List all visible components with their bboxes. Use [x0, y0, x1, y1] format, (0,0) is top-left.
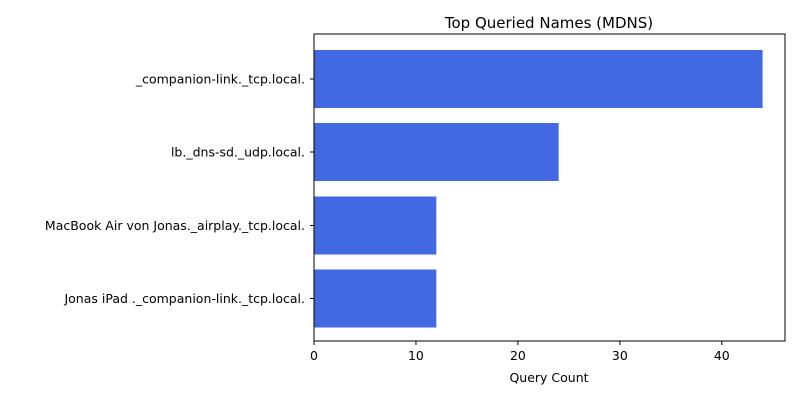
- x-tick-label-2: 20: [510, 348, 526, 363]
- bar-1: [314, 123, 559, 181]
- x-ticks-layer: 0 10 20 30 40: [310, 341, 730, 363]
- x-axis-label: Query Count: [509, 370, 588, 385]
- chart-title: Top Queried Names (MDNS): [444, 14, 653, 32]
- bar-3: [314, 269, 437, 328]
- category-label-0: _companion-link._tcp.local.: [135, 72, 305, 87]
- category-label-2: MacBook Air von Jonas._airplay._tcp.loca…: [45, 218, 305, 233]
- x-tick-label-1: 10: [408, 348, 424, 363]
- x-tick-label-0: 0: [310, 348, 318, 363]
- category-label-1: lb._dns-sd._udp.local.: [171, 145, 305, 160]
- bar-0: [314, 50, 763, 108]
- category-labels-layer: _companion-link._tcp.local. lb._dns-sd._u…: [45, 72, 314, 306]
- category-label-3: Jonas iPad ._companion-link._tcp.local.: [63, 291, 305, 306]
- x-tick-label-3: 30: [612, 348, 628, 363]
- bars-layer: [314, 50, 763, 328]
- plot-frame: [313, 33, 786, 342]
- bar-2: [314, 196, 437, 255]
- x-tick-label-4: 40: [714, 348, 730, 363]
